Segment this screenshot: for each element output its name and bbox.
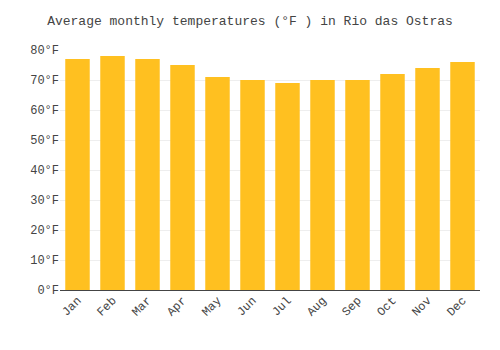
svg-text:Feb: Feb <box>94 294 119 319</box>
svg-text:20°F: 20°F <box>30 224 59 238</box>
svg-text:Nov: Nov <box>409 294 434 319</box>
svg-text:Mar: Mar <box>129 294 154 319</box>
svg-text:Jun: Jun <box>234 294 259 319</box>
svg-text:Apr: Apr <box>164 294 189 319</box>
svg-text:10°F: 10°F <box>30 254 59 268</box>
svg-text:Jul: Jul <box>269 294 294 319</box>
svg-text:70°F: 70°F <box>30 74 59 88</box>
svg-text:Average monthly temperatures (: Average monthly temperatures (°F ) in Ri… <box>47 14 453 29</box>
svg-text:50°F: 50°F <box>30 134 59 148</box>
svg-text:0°F: 0°F <box>37 284 59 298</box>
svg-text:60°F: 60°F <box>30 104 59 118</box>
svg-text:Aug: Aug <box>304 294 329 319</box>
svg-text:Jan: Jan <box>59 294 84 319</box>
svg-text:80°F: 80°F <box>30 44 59 58</box>
svg-text:May: May <box>199 294 224 319</box>
svg-text:40°F: 40°F <box>30 164 59 178</box>
svg-text:Oct: Oct <box>374 294 399 319</box>
svg-text:30°F: 30°F <box>30 194 59 208</box>
svg-text:Dec: Dec <box>444 294 469 319</box>
svg-text:Sep: Sep <box>339 294 364 319</box>
